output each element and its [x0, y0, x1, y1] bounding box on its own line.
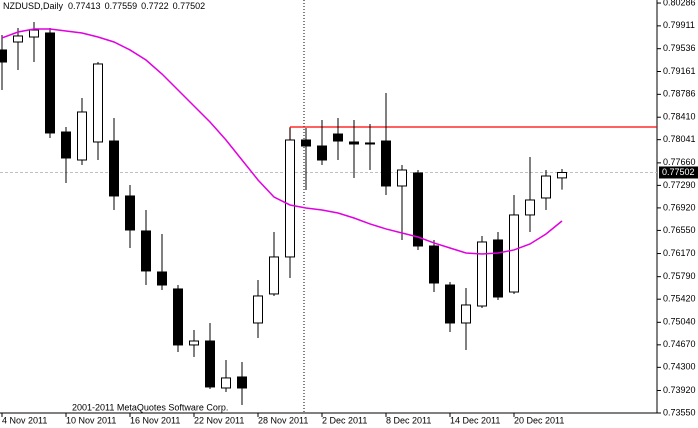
y-tick-label: 0.78410	[663, 112, 696, 122]
candle-body	[157, 271, 167, 286]
candle-body	[301, 139, 311, 147]
y-tick-label: 0.74300	[663, 362, 696, 372]
candle-body	[205, 340, 215, 388]
x-tick-label: 16 Nov 2011	[130, 415, 180, 425]
candle-body	[13, 35, 23, 43]
y-tick-label: 0.76920	[663, 202, 696, 212]
y-tick-label: 0.73920	[663, 385, 696, 395]
y-tick-label: 0.77660	[663, 157, 696, 167]
candle-body	[429, 245, 439, 284]
candle-body	[349, 141, 359, 145]
candle-body	[109, 140, 119, 197]
y-tick-label: 0.78041	[663, 134, 696, 144]
y-tick-label: 0.75040	[663, 317, 696, 327]
last-high: 0.77559	[105, 1, 138, 11]
candle-body	[93, 63, 103, 143]
y-tick-label: 0.76170	[663, 248, 696, 258]
last-close: 0.77502	[173, 1, 206, 11]
candle-body	[221, 377, 231, 389]
x-tick-label: 20 Dec 2011	[514, 415, 564, 425]
candle-body	[269, 256, 279, 295]
y-tick-label: 0.79911	[663, 20, 695, 30]
candle-body	[285, 139, 295, 258]
y-tick-label: 0.75420	[663, 294, 696, 304]
candle-body	[541, 175, 551, 199]
y-tick-label: 0.76550	[663, 225, 696, 235]
y-tick-label: 0.73550	[663, 407, 696, 417]
y-tick-label: 0.79161	[663, 66, 696, 76]
moving-average	[1, 28, 563, 255]
x-tick-label: 8 Dec 2011	[386, 415, 431, 425]
candle-body	[493, 239, 503, 298]
candle-body	[413, 172, 423, 247]
candle-body	[525, 199, 535, 216]
candle-body	[445, 284, 455, 324]
last-open: 0.77413	[68, 1, 101, 11]
candle-body	[141, 230, 151, 272]
y-tick-label: 0.75790	[663, 271, 696, 281]
candle-body	[173, 288, 183, 346]
candle-body	[317, 145, 327, 161]
x-tick-label: 28 Nov 2011	[258, 415, 308, 425]
x-tick-label: 22 Nov 2011	[194, 415, 244, 425]
candle-body	[397, 169, 407, 187]
candle-body	[29, 29, 39, 38]
x-tick-label: 4 Nov 2011	[2, 415, 47, 425]
candle-body	[381, 140, 391, 187]
candle-body	[45, 32, 55, 134]
candle-body	[189, 340, 199, 346]
candle-body	[477, 241, 487, 307]
candle-body	[125, 195, 135, 231]
price-badge	[659, 166, 698, 179]
copyright: 2001-2011 MetaQuotes Software Corp.	[72, 402, 228, 412]
price-badge-label: 0.77502	[662, 167, 695, 177]
candle-body	[557, 171, 567, 179]
y-tick-label: 0.78786	[663, 89, 696, 99]
x-tick-label: 2 Dec 2011	[322, 415, 367, 425]
candle-body	[365, 142, 375, 145]
candle-body	[333, 133, 343, 142]
candle-body	[461, 304, 471, 324]
symbol: NZDUSD,Daily	[3, 1, 64, 11]
x-tick-label: 10 Nov 2011	[66, 415, 116, 425]
candle-body	[0, 49, 7, 63]
candle-body	[77, 111, 87, 161]
candle-body	[253, 295, 263, 324]
y-tick-label: 0.79536	[663, 43, 696, 53]
y-tick-label: 0.77290	[663, 180, 696, 190]
x-tick-label: 14 Dec 2011	[450, 415, 500, 425]
y-tick-label: 0.74670	[663, 339, 696, 349]
candle-body	[509, 214, 519, 293]
candle-body	[61, 131, 71, 159]
chart-title: NZDUSD,Daily 0.77413 0.77559 0.7722 0.77502	[3, 1, 205, 11]
candle-body	[237, 376, 247, 389]
last-low: 0.7722	[141, 1, 169, 11]
y-tick-label: 0.80286	[663, 0, 696, 7]
